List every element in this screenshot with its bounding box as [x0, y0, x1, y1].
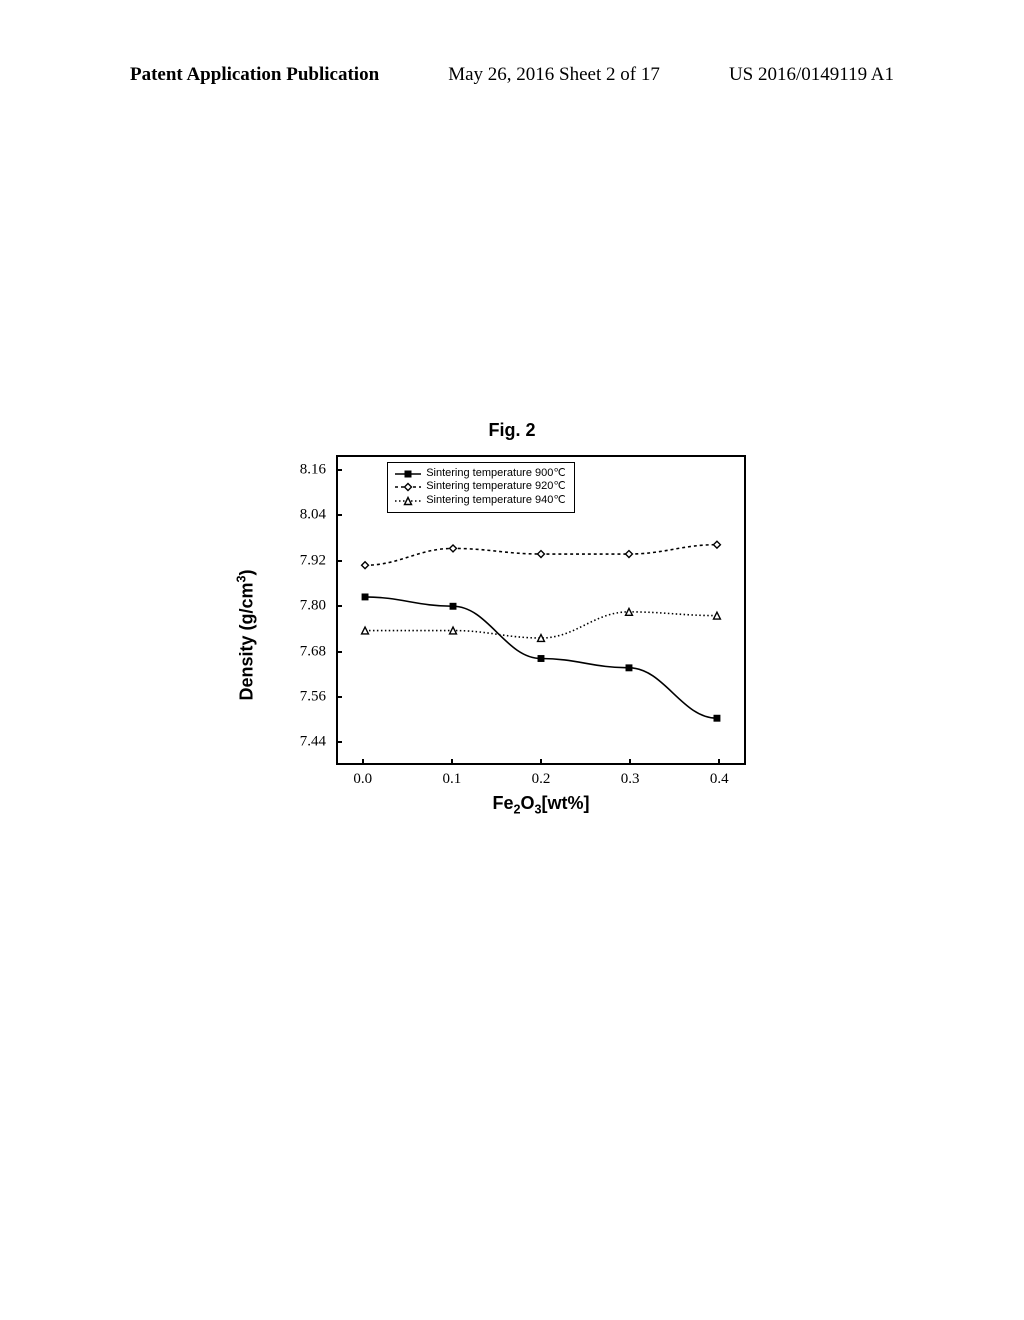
ytick-label: 8.04	[256, 507, 326, 524]
y-axis-label: Density (g/cm3)	[235, 569, 258, 700]
xtick-mark	[629, 759, 631, 765]
ytick-mark	[336, 696, 342, 698]
header-right: US 2016/0149119 A1	[729, 64, 894, 86]
ytick-mark	[336, 741, 342, 743]
legend-item: Sintering temperature 900℃	[394, 467, 566, 481]
ytick-label: 7.68	[256, 643, 326, 660]
figure-caption: Fig. 2	[0, 420, 1024, 441]
ytick-mark	[336, 560, 342, 562]
ytick-label: 7.44	[256, 734, 326, 751]
ytick-label: 7.80	[256, 598, 326, 615]
header-center: May 26, 2016 Sheet 2 of 17	[448, 64, 660, 86]
legend-swatch	[394, 495, 422, 507]
xtick-mark	[451, 759, 453, 765]
legend-label: Sintering temperature 940℃	[426, 494, 566, 508]
xtick-mark	[362, 759, 364, 765]
legend-swatch	[394, 481, 422, 493]
ytick-label: 7.56	[256, 688, 326, 705]
ytick-mark	[336, 469, 342, 471]
xtick-mark	[718, 759, 720, 765]
header-left: Patent Application Publication	[130, 64, 379, 86]
legend-label: Sintering temperature 920℃	[426, 480, 566, 494]
legend-item: Sintering temperature 920℃	[394, 480, 566, 494]
xtick-mark	[540, 759, 542, 765]
ytick-label: 7.92	[256, 552, 326, 569]
x-axis-label: Fe2O3[wt%]	[336, 793, 746, 817]
ytick-mark	[336, 605, 342, 607]
legend-label: Sintering temperature 900℃	[426, 467, 566, 481]
ytick-label: 8.16	[256, 462, 326, 479]
legend-item: Sintering temperature 940℃	[394, 494, 566, 508]
density-chart: Density (g/cm3) Sintering temperature 90…	[256, 445, 768, 825]
plot-area: Sintering temperature 900℃ Sintering tem…	[336, 455, 746, 765]
legend-box: Sintering temperature 900℃ Sintering tem…	[387, 462, 575, 513]
xtick-label: 0.1	[432, 771, 472, 788]
ytick-mark	[336, 651, 342, 653]
xtick-label: 0.0	[343, 771, 383, 788]
patent-header: Patent Application Publication May 26, 2…	[0, 64, 1024, 86]
legend-swatch	[394, 468, 422, 480]
xtick-label: 0.4	[699, 771, 739, 788]
xtick-label: 0.2	[521, 771, 561, 788]
ytick-mark	[336, 514, 342, 516]
xtick-label: 0.3	[610, 771, 650, 788]
